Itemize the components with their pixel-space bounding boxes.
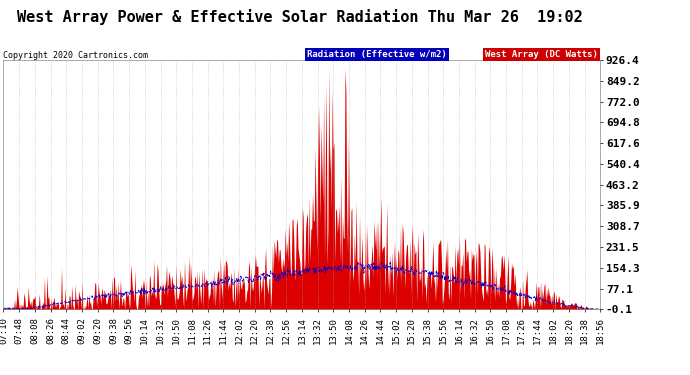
Text: Copyright 2020 Cartronics.com: Copyright 2020 Cartronics.com (3, 51, 148, 60)
Text: West Array Power & Effective Solar Radiation Thu Mar 26  19:02: West Array Power & Effective Solar Radia… (17, 9, 583, 26)
Text: West Array (DC Watts): West Array (DC Watts) (485, 50, 598, 59)
Text: Radiation (Effective w/m2): Radiation (Effective w/m2) (307, 50, 447, 59)
